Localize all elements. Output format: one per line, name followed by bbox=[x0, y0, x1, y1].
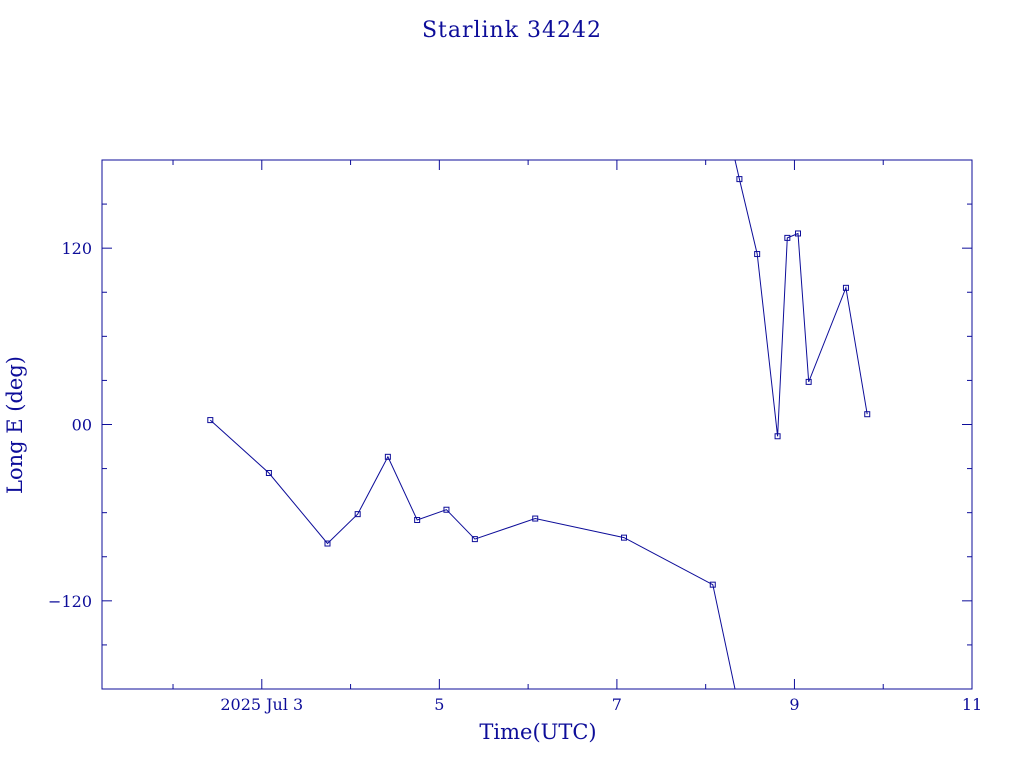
series-line-1 bbox=[209, 419, 736, 689]
data-point bbox=[784, 234, 791, 241]
data-point bbox=[842, 284, 849, 291]
axis-ticks: 2025 Jul 3 5 7 9 11 120 00 −120 bbox=[48, 160, 982, 714]
x-tick-label: 5 bbox=[434, 695, 444, 714]
data-point bbox=[324, 540, 331, 547]
y-tick-label: 120 bbox=[61, 239, 92, 258]
y-axis-label: Long E (deg) bbox=[3, 356, 27, 494]
data-point bbox=[754, 251, 761, 258]
data-point bbox=[265, 469, 272, 476]
x-tick-label: 9 bbox=[789, 695, 799, 714]
data-lines bbox=[209, 160, 868, 689]
data-point bbox=[414, 517, 421, 524]
series-line-2 bbox=[734, 160, 868, 437]
data-point bbox=[443, 506, 450, 513]
y-tick-label: 00 bbox=[72, 416, 92, 435]
plot-frame bbox=[101, 159, 973, 690]
data-point bbox=[864, 411, 871, 418]
data-point bbox=[354, 511, 361, 518]
data-point bbox=[795, 230, 801, 237]
chart-title: Starlink 34242 bbox=[422, 18, 602, 43]
x-tick-label: 7 bbox=[612, 695, 622, 714]
data-point bbox=[384, 453, 391, 460]
data-point bbox=[774, 433, 781, 440]
data-point bbox=[621, 534, 627, 541]
y-tick-label: −120 bbox=[48, 592, 92, 611]
data-point bbox=[736, 176, 743, 183]
x-axis-label: Time(UTC) bbox=[479, 720, 596, 744]
data-point bbox=[207, 417, 214, 424]
data-markers bbox=[207, 176, 871, 588]
x-tick-label: 2025 Jul 3 bbox=[220, 695, 303, 714]
x-tick-label: 11 bbox=[962, 695, 982, 714]
data-point bbox=[709, 581, 716, 588]
data-point bbox=[805, 378, 812, 385]
data-point bbox=[471, 536, 478, 543]
data-point bbox=[532, 515, 539, 522]
